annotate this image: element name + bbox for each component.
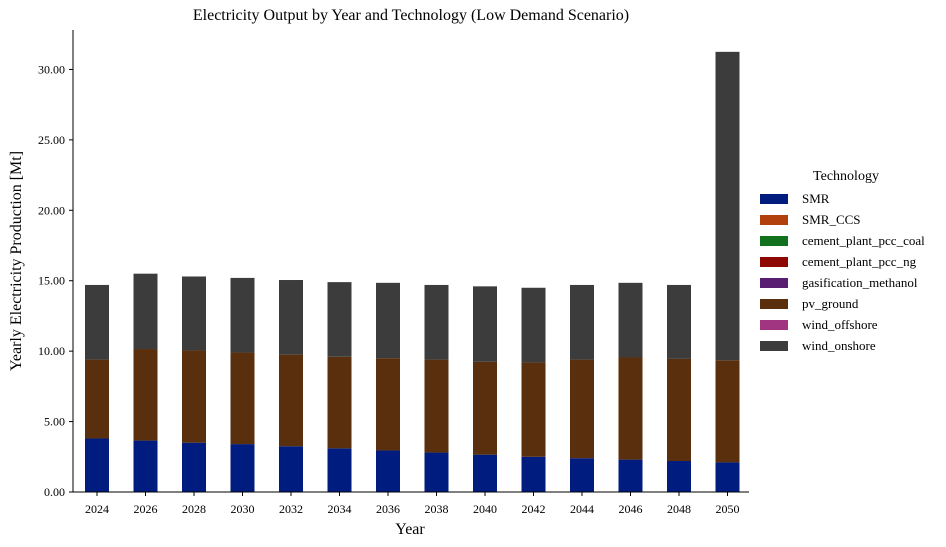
- legend-swatch: [760, 235, 788, 246]
- legend-label: cement_plant_pcc_ng: [802, 253, 917, 269]
- x-tick-label: 2044: [570, 502, 594, 516]
- bar-segment-SMR: [521, 456, 546, 492]
- bar-segment-SMR: [85, 438, 109, 492]
- y-tick-label: 20.00: [38, 203, 65, 217]
- bar-segment-SMR: [570, 458, 594, 492]
- y-tick-label: 10.00: [38, 344, 65, 358]
- bars-layer: [85, 51, 740, 492]
- x-tick-label: 2024: [85, 502, 109, 516]
- legend-item: pv_ground: [757, 293, 943, 314]
- bar-segment-wind-onshore: [570, 284, 594, 360]
- bar-segment-pv-ground: [715, 360, 740, 463]
- legend-swatch: [760, 298, 788, 309]
- x-tick-label: 2028: [182, 502, 206, 516]
- y-tick-label: 5.00: [44, 415, 65, 429]
- bar-segment-pv-ground: [230, 352, 255, 445]
- bar-segment-pv-ground: [85, 359, 109, 439]
- bar-segment-wind-onshore: [327, 282, 352, 357]
- y-tick-label: 25.00: [38, 133, 65, 147]
- axes-layer: [72, 30, 749, 493]
- x-axis-label: Year: [395, 521, 425, 538]
- legend-label: SMR: [802, 190, 830, 206]
- legend-label: wind_onshore: [802, 337, 876, 353]
- x-tick-label: 2046: [619, 502, 643, 516]
- bar-segment-wind-onshore: [424, 284, 449, 360]
- x-tick-label: 2036: [376, 502, 400, 516]
- legend-item: cement_plant_pcc_ng: [757, 251, 943, 272]
- bar-segment-SMR: [667, 461, 691, 492]
- chart-title: Electricity Output by Year and Technolog…: [192, 7, 630, 24]
- x-ticks: 2024 2026 2028 2030 2032 2034 2036 2038 2040 2042…: [85, 492, 740, 516]
- legend-label: wind_offshore: [802, 316, 878, 332]
- legend-swatch: [760, 256, 788, 267]
- bar-segment-SMR: [376, 450, 400, 492]
- bar-segment-pv-ground: [473, 361, 497, 455]
- bar-segment-wind-onshore: [182, 276, 206, 351]
- legend-swatch: [760, 193, 788, 204]
- bar-segment-wind-onshore: [376, 282, 400, 359]
- x-tick-label: 2048: [667, 502, 691, 516]
- bar-segment-pv-ground: [327, 356, 352, 449]
- y-axis-label: Yearly Electricity Production [Mt]: [8, 151, 25, 371]
- bar-segment-wind-onshore: [618, 282, 643, 358]
- bar-segment-pv-ground: [521, 362, 546, 457]
- legend-label: cement_plant_pcc_coal: [802, 232, 925, 248]
- y-tick-label: 0.00: [44, 485, 65, 499]
- bar-segment-pv-ground: [182, 350, 206, 443]
- legend-items: SMR SMR_CCS cement_plant_pcc_coal cement_pl…: [757, 188, 943, 356]
- legend-item: SMR: [757, 188, 943, 209]
- bar-segment-SMR: [424, 452, 449, 492]
- bar-segment-SMR: [230, 444, 255, 492]
- x-tick-label: 2038: [425, 502, 449, 516]
- bar-segment-pv-ground: [667, 358, 691, 462]
- legend-label: SMR_CCS: [802, 211, 861, 227]
- bar-segment-wind-onshore: [473, 286, 497, 362]
- bar-segment-wind-onshore: [279, 280, 303, 355]
- bar-segment-pv-ground: [424, 359, 449, 453]
- x-tick-label: 2050: [716, 502, 740, 516]
- x-tick-label: 2032: [279, 502, 303, 516]
- y-ticks: 0.00 5.00 10.00 15.00 20.00 25.00 30.00: [38, 62, 73, 499]
- bar-segment-SMR: [133, 440, 158, 492]
- y-tick-label: 30.00: [38, 62, 65, 76]
- legend-item: cement_plant_pcc_coal: [757, 230, 943, 251]
- bar-segment-wind-onshore: [715, 51, 740, 361]
- bar-segment-wind-onshore: [133, 273, 158, 350]
- bar-segment-SMR: [327, 448, 352, 492]
- bar-segment-SMR: [279, 446, 303, 492]
- x-tick-label: 2026: [134, 502, 158, 516]
- bar-segment-pv-ground: [279, 354, 303, 447]
- bar-segment-wind-onshore: [230, 277, 255, 353]
- bar-segment-SMR: [182, 442, 206, 492]
- y-tick-label: 15.00: [38, 274, 65, 288]
- legend-item: wind_onshore: [757, 335, 943, 356]
- legend-label: pv_ground: [802, 295, 859, 311]
- bar-segment-SMR: [618, 459, 643, 492]
- legend-item: gasification_methanol: [757, 272, 943, 293]
- legend-item: wind_offshore: [757, 314, 943, 335]
- legend-swatch: [760, 319, 788, 330]
- legend-item: SMR_CCS: [757, 209, 943, 230]
- x-tick-label: 2030: [231, 502, 255, 516]
- x-tick-label: 2042: [522, 502, 546, 516]
- legend-title: Technology: [813, 169, 879, 184]
- bar-segment-wind-onshore: [521, 287, 546, 363]
- bar-segment-pv-ground: [376, 358, 400, 451]
- bar-segment-SMR: [473, 454, 497, 492]
- bar-segment-wind-onshore: [667, 284, 691, 359]
- bar-segment-SMR: [715, 462, 740, 492]
- bar-segment-pv-ground: [618, 357, 643, 460]
- legend-swatch: [760, 214, 788, 225]
- bar-segment-pv-ground: [133, 349, 158, 441]
- bar-segment-wind-onshore: [85, 284, 109, 360]
- x-tick-label: 2040: [473, 502, 497, 516]
- bar-segment-pv-ground: [570, 359, 594, 459]
- legend-swatch: [760, 340, 788, 351]
- legend-label: gasification_methanol: [802, 274, 918, 290]
- x-tick-label: 2034: [328, 502, 352, 516]
- legend: Technology SMR SMR_CCS cement_plant_pcc_co…: [757, 169, 943, 356]
- legend-swatch: [760, 277, 788, 288]
